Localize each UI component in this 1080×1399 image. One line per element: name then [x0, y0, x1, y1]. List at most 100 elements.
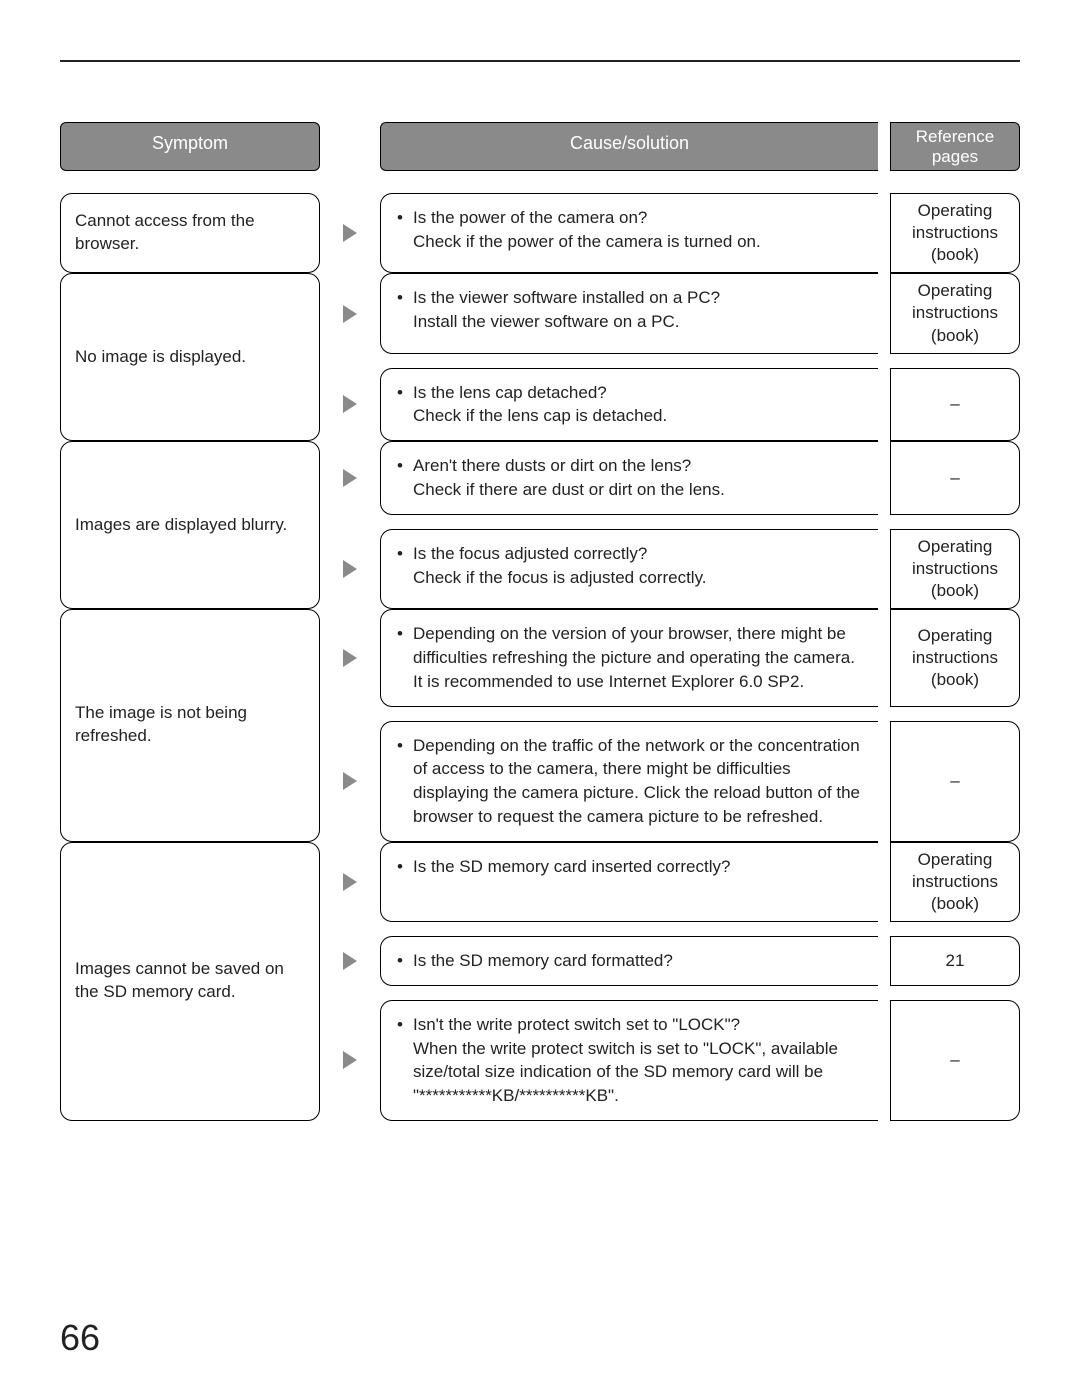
- cause-text: Is the power of the camera on?: [413, 206, 647, 230]
- reference-box: –: [890, 441, 1020, 515]
- reference-box: Operating instructions (book): [890, 273, 1020, 353]
- header-spacer: [332, 122, 368, 171]
- cause-box: •Is the power of the camera on?Check if …: [380, 193, 878, 273]
- rows-mount: Cannot access from the browser.•Is the p…: [60, 193, 1020, 1121]
- cause-box: •Depending on the traffic of the network…: [380, 721, 878, 842]
- symptom-group: The image is not being refreshed. •Depend…: [60, 609, 1020, 842]
- cause-box: •Is the viewer software installed on a P…: [380, 273, 878, 353]
- solution-row: •Is the power of the camera on?Check if …: [332, 193, 1020, 273]
- solutions-list: •Aren't there dusts or dirt on the lens?…: [332, 441, 1020, 609]
- cause-text: Is the viewer software installed on a PC…: [413, 286, 720, 310]
- cause-text: Is the lens cap detached?: [413, 381, 607, 405]
- reference-box: Operating instructions (book): [890, 609, 1020, 706]
- arrow-right-icon: [340, 1049, 360, 1071]
- symptom-box: Images cannot be saved on the SD memory …: [60, 842, 320, 1121]
- reference-text: –: [950, 1049, 959, 1071]
- reference-box: Operating instructions (book): [890, 193, 1020, 273]
- cause-text: Is the SD memory card formatted?: [413, 949, 673, 973]
- arrow-column: [332, 1000, 368, 1121]
- cause-detail: It is recommended to use Internet Explor…: [397, 670, 862, 694]
- arrow-column: [332, 842, 368, 922]
- solutions-list: •Is the viewer software installed on a P…: [332, 273, 1020, 441]
- reference-text: 21: [946, 950, 965, 972]
- reference-text: –: [950, 467, 959, 489]
- arrow-right-icon: [340, 222, 360, 244]
- header-reference: Reference pages: [890, 122, 1020, 171]
- cause-detail: Check if the lens cap is detached.: [397, 404, 862, 428]
- solutions-list: •Is the power of the camera on?Check if …: [332, 193, 1020, 273]
- bullet-dot: •: [397, 286, 413, 310]
- troubleshooting-layout: Symptom Cause/solution Reference pages C…: [60, 122, 1020, 1121]
- bullet-dot: •: [397, 734, 413, 829]
- reference-text: Operating instructions (book): [897, 849, 1013, 915]
- header-symptom: Symptom: [60, 122, 320, 171]
- symptom-group: Cannot access from the browser. •Is the p…: [60, 193, 1020, 273]
- reference-box: –: [890, 368, 1020, 442]
- bullet-dot: •: [397, 454, 413, 478]
- symptom-box: Cannot access from the browser.: [60, 193, 320, 273]
- symptom-group: No image is displayed. •Is the viewer sof…: [60, 273, 1020, 441]
- arrow-column: [332, 193, 368, 273]
- symptom-text: The image is not being refreshed.: [75, 702, 305, 748]
- cause-text: Is the SD memory card inserted correctly…: [413, 855, 730, 879]
- cause-box: •Is the lens cap detached?Check if the l…: [380, 368, 878, 442]
- reference-text: –: [950, 393, 959, 415]
- cause-text: Isn't the write protect switch set to "L…: [413, 1013, 740, 1037]
- arrow-right-icon: [340, 770, 360, 792]
- solution-row: •Aren't there dusts or dirt on the lens?…: [332, 441, 1020, 515]
- symptom-box: No image is displayed.: [60, 273, 320, 441]
- arrow-right-icon: [340, 303, 360, 325]
- cause-box: •Aren't there dusts or dirt on the lens?…: [380, 441, 878, 515]
- cause-box: •Is the focus adjusted correctly?Check i…: [380, 529, 878, 609]
- bullet-dot: •: [397, 855, 413, 879]
- reference-text: –: [950, 770, 959, 792]
- cause-text: Is the focus adjusted correctly?: [413, 542, 647, 566]
- page-container: Symptom Cause/solution Reference pages C…: [0, 0, 1080, 1399]
- symptom-text: Images are displayed blurry.: [75, 514, 287, 537]
- solution-row: •Is the SD memory card inserted correctl…: [332, 842, 1020, 922]
- solution-row: •Isn't the write protect switch set to "…: [332, 1000, 1020, 1121]
- cause-detail: Check if the focus is adjusted correctly…: [397, 566, 862, 590]
- cause-box: •Is the SD memory card inserted correctl…: [380, 842, 878, 922]
- cause-text: Aren't there dusts or dirt on the lens?: [413, 454, 691, 478]
- solution-row: •Depending on the traffic of the network…: [332, 721, 1020, 842]
- solutions-list: •Is the SD memory card inserted correctl…: [332, 842, 1020, 1121]
- bullet-dot: •: [397, 206, 413, 230]
- cause-box: •Isn't the write protect switch set to "…: [380, 1000, 878, 1121]
- reference-text: Operating instructions (book): [897, 200, 1013, 266]
- reference-text: Operating instructions (book): [897, 536, 1013, 602]
- reference-text: Operating instructions (book): [897, 625, 1013, 691]
- solution-row: •Is the lens cap detached?Check if the l…: [332, 368, 1020, 442]
- reference-box: –: [890, 1000, 1020, 1121]
- top-rule: [60, 60, 1020, 62]
- symptom-box: The image is not being refreshed.: [60, 609, 320, 842]
- cause-detail: Check if the power of the camera is turn…: [397, 230, 862, 254]
- symptom-group: Images cannot be saved on the SD memory …: [60, 842, 1020, 1121]
- bullet-dot: •: [397, 949, 413, 973]
- arrow-column: [332, 529, 368, 609]
- arrow-right-icon: [340, 647, 360, 669]
- arrow-column: [332, 368, 368, 442]
- symptom-text: Cannot access from the browser.: [75, 210, 305, 256]
- arrow-right-icon: [340, 871, 360, 893]
- page-number: 66: [60, 1317, 100, 1359]
- cause-detail: When the write protect switch is set to …: [397, 1037, 862, 1108]
- symptom-text: Images cannot be saved on the SD memory …: [75, 958, 305, 1004]
- arrow-right-icon: [340, 467, 360, 489]
- arrow-column: [332, 441, 368, 515]
- reference-box: Operating instructions (book): [890, 842, 1020, 922]
- cause-box: •Is the SD memory card formatted?: [380, 936, 878, 986]
- bullet-dot: •: [397, 542, 413, 566]
- table-header-row: Symptom Cause/solution Reference pages: [60, 122, 1020, 171]
- cause-detail: Install the viewer software on a PC.: [397, 310, 862, 334]
- arrow-right-icon: [340, 558, 360, 580]
- reference-box: Operating instructions (book): [890, 529, 1020, 609]
- cause-detail: Check if there are dust or dirt on the l…: [397, 478, 862, 502]
- solution-row: •Is the SD memory card formatted? 21: [332, 936, 1020, 986]
- arrow-right-icon: [340, 393, 360, 415]
- symptom-box: Images are displayed blurry.: [60, 441, 320, 609]
- solution-row: •Is the viewer software installed on a P…: [332, 273, 1020, 353]
- reference-text: Operating instructions (book): [897, 280, 1013, 346]
- symptom-group: Images are displayed blurry.•Aren't ther…: [60, 441, 1020, 609]
- solution-row: •Is the focus adjusted correctly?Check i…: [332, 529, 1020, 609]
